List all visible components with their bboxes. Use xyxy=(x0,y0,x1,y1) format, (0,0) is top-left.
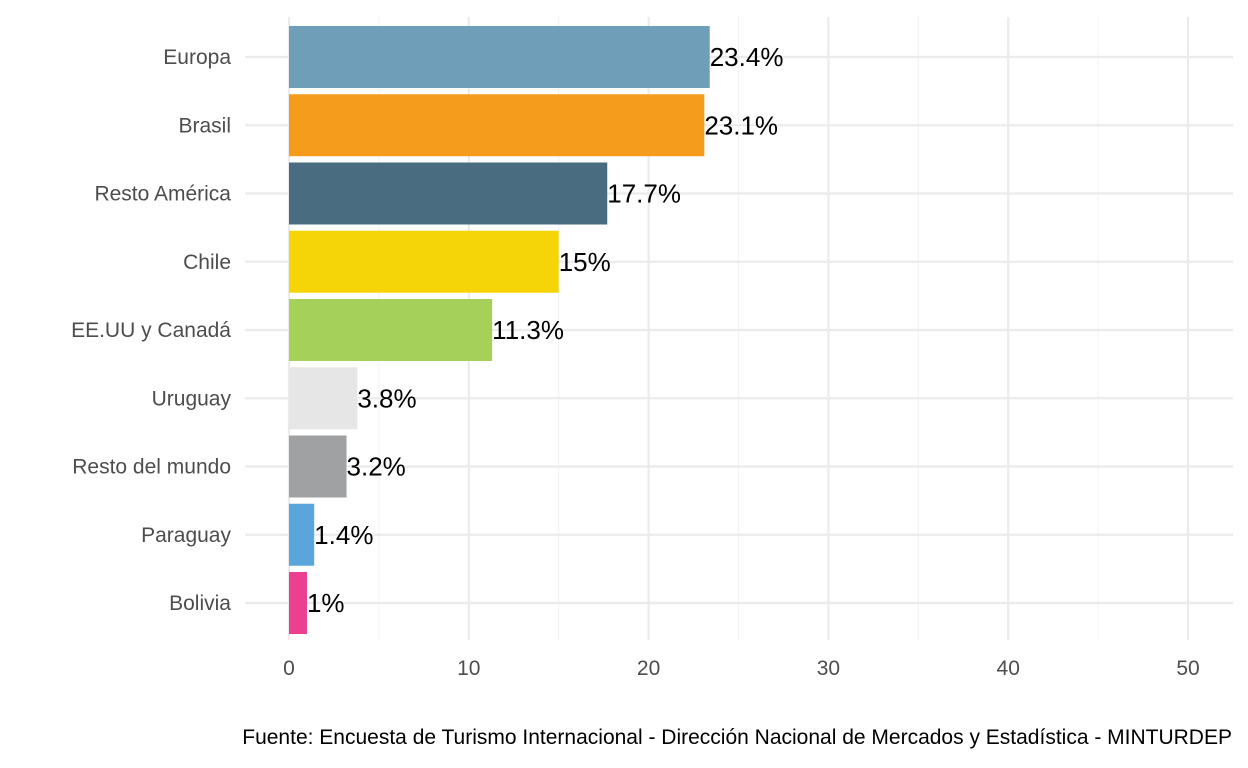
bar xyxy=(289,435,347,498)
bar xyxy=(289,367,358,430)
data-label: 3.8% xyxy=(357,383,416,413)
y-tick-label: EE.UU y Canadá xyxy=(71,319,231,342)
data-label: 11.3% xyxy=(492,315,564,345)
y-tick-label: Uruguay xyxy=(152,387,232,410)
bars xyxy=(289,26,710,634)
bar xyxy=(289,162,608,225)
data-label: 17.7% xyxy=(607,179,681,209)
y-tick-label: Resto América xyxy=(94,183,231,206)
y-tick-label: Europa xyxy=(163,46,231,69)
data-label: 3.2% xyxy=(347,452,406,482)
bar xyxy=(289,503,315,566)
bar xyxy=(289,26,710,88)
y-axis: Europa Brasil Resto América Chile EE.UU y Ca… xyxy=(71,46,231,615)
data-labels: 23.4% 23.1% 17.7% 15% 11.3% 3.8% 3.2% 1.4% 1% xyxy=(307,42,783,618)
x-tick-label: 50 xyxy=(1176,657,1199,680)
bar xyxy=(289,230,559,293)
caption: Fuente: Encuesta de Turismo Internaciona… xyxy=(242,726,1232,749)
data-label: 15% xyxy=(559,247,611,277)
x-tick-label: 30 xyxy=(817,657,840,680)
y-tick-label: Resto del mundo xyxy=(72,456,231,479)
bar xyxy=(289,572,307,634)
y-tick-label: Chile xyxy=(183,251,231,274)
x-tick-label: 0 xyxy=(283,657,295,680)
bar-chart: 23.4% 23.1% 17.7% 15% 11.3% 3.8% 3.2% 1.4% 1% Eu… xyxy=(71,17,1233,680)
data-label: 1% xyxy=(307,588,345,618)
data-label: 23.4% xyxy=(710,42,784,72)
bar xyxy=(289,299,493,361)
data-label: 23.1% xyxy=(704,110,778,140)
data-label: 1.4% xyxy=(314,520,373,550)
bar xyxy=(289,94,705,157)
y-tick-label: Brasil xyxy=(178,114,231,137)
x-axis: 0 10 20 30 40 50 xyxy=(283,657,1200,680)
x-tick-label: 20 xyxy=(637,657,660,680)
x-tick-label: 10 xyxy=(457,657,480,680)
y-tick-label: Bolivia xyxy=(169,592,231,615)
y-tick-label: Paraguay xyxy=(141,524,231,547)
x-tick-label: 40 xyxy=(997,657,1020,680)
